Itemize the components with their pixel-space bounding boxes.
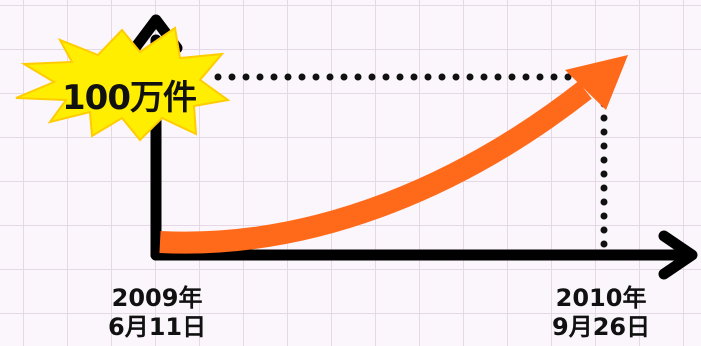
end-date-day: 9月26日: [552, 312, 651, 341]
end-date-label: 2010年 9月26日: [552, 284, 650, 342]
x-axis-arrowhead: [658, 230, 698, 280]
starburst-shape: [15, 26, 231, 142]
start-date-year: 2009年: [111, 284, 203, 312]
milestone-count-label: 100万件: [62, 78, 197, 118]
end-date-year: 2010年: [555, 284, 647, 312]
growth-curve-arrowhead: [565, 55, 628, 110]
growth-curve: [159, 81, 592, 254]
start-date-day: 6月11日: [108, 312, 207, 341]
start-date-label: 2009年 6月11日: [108, 284, 206, 342]
